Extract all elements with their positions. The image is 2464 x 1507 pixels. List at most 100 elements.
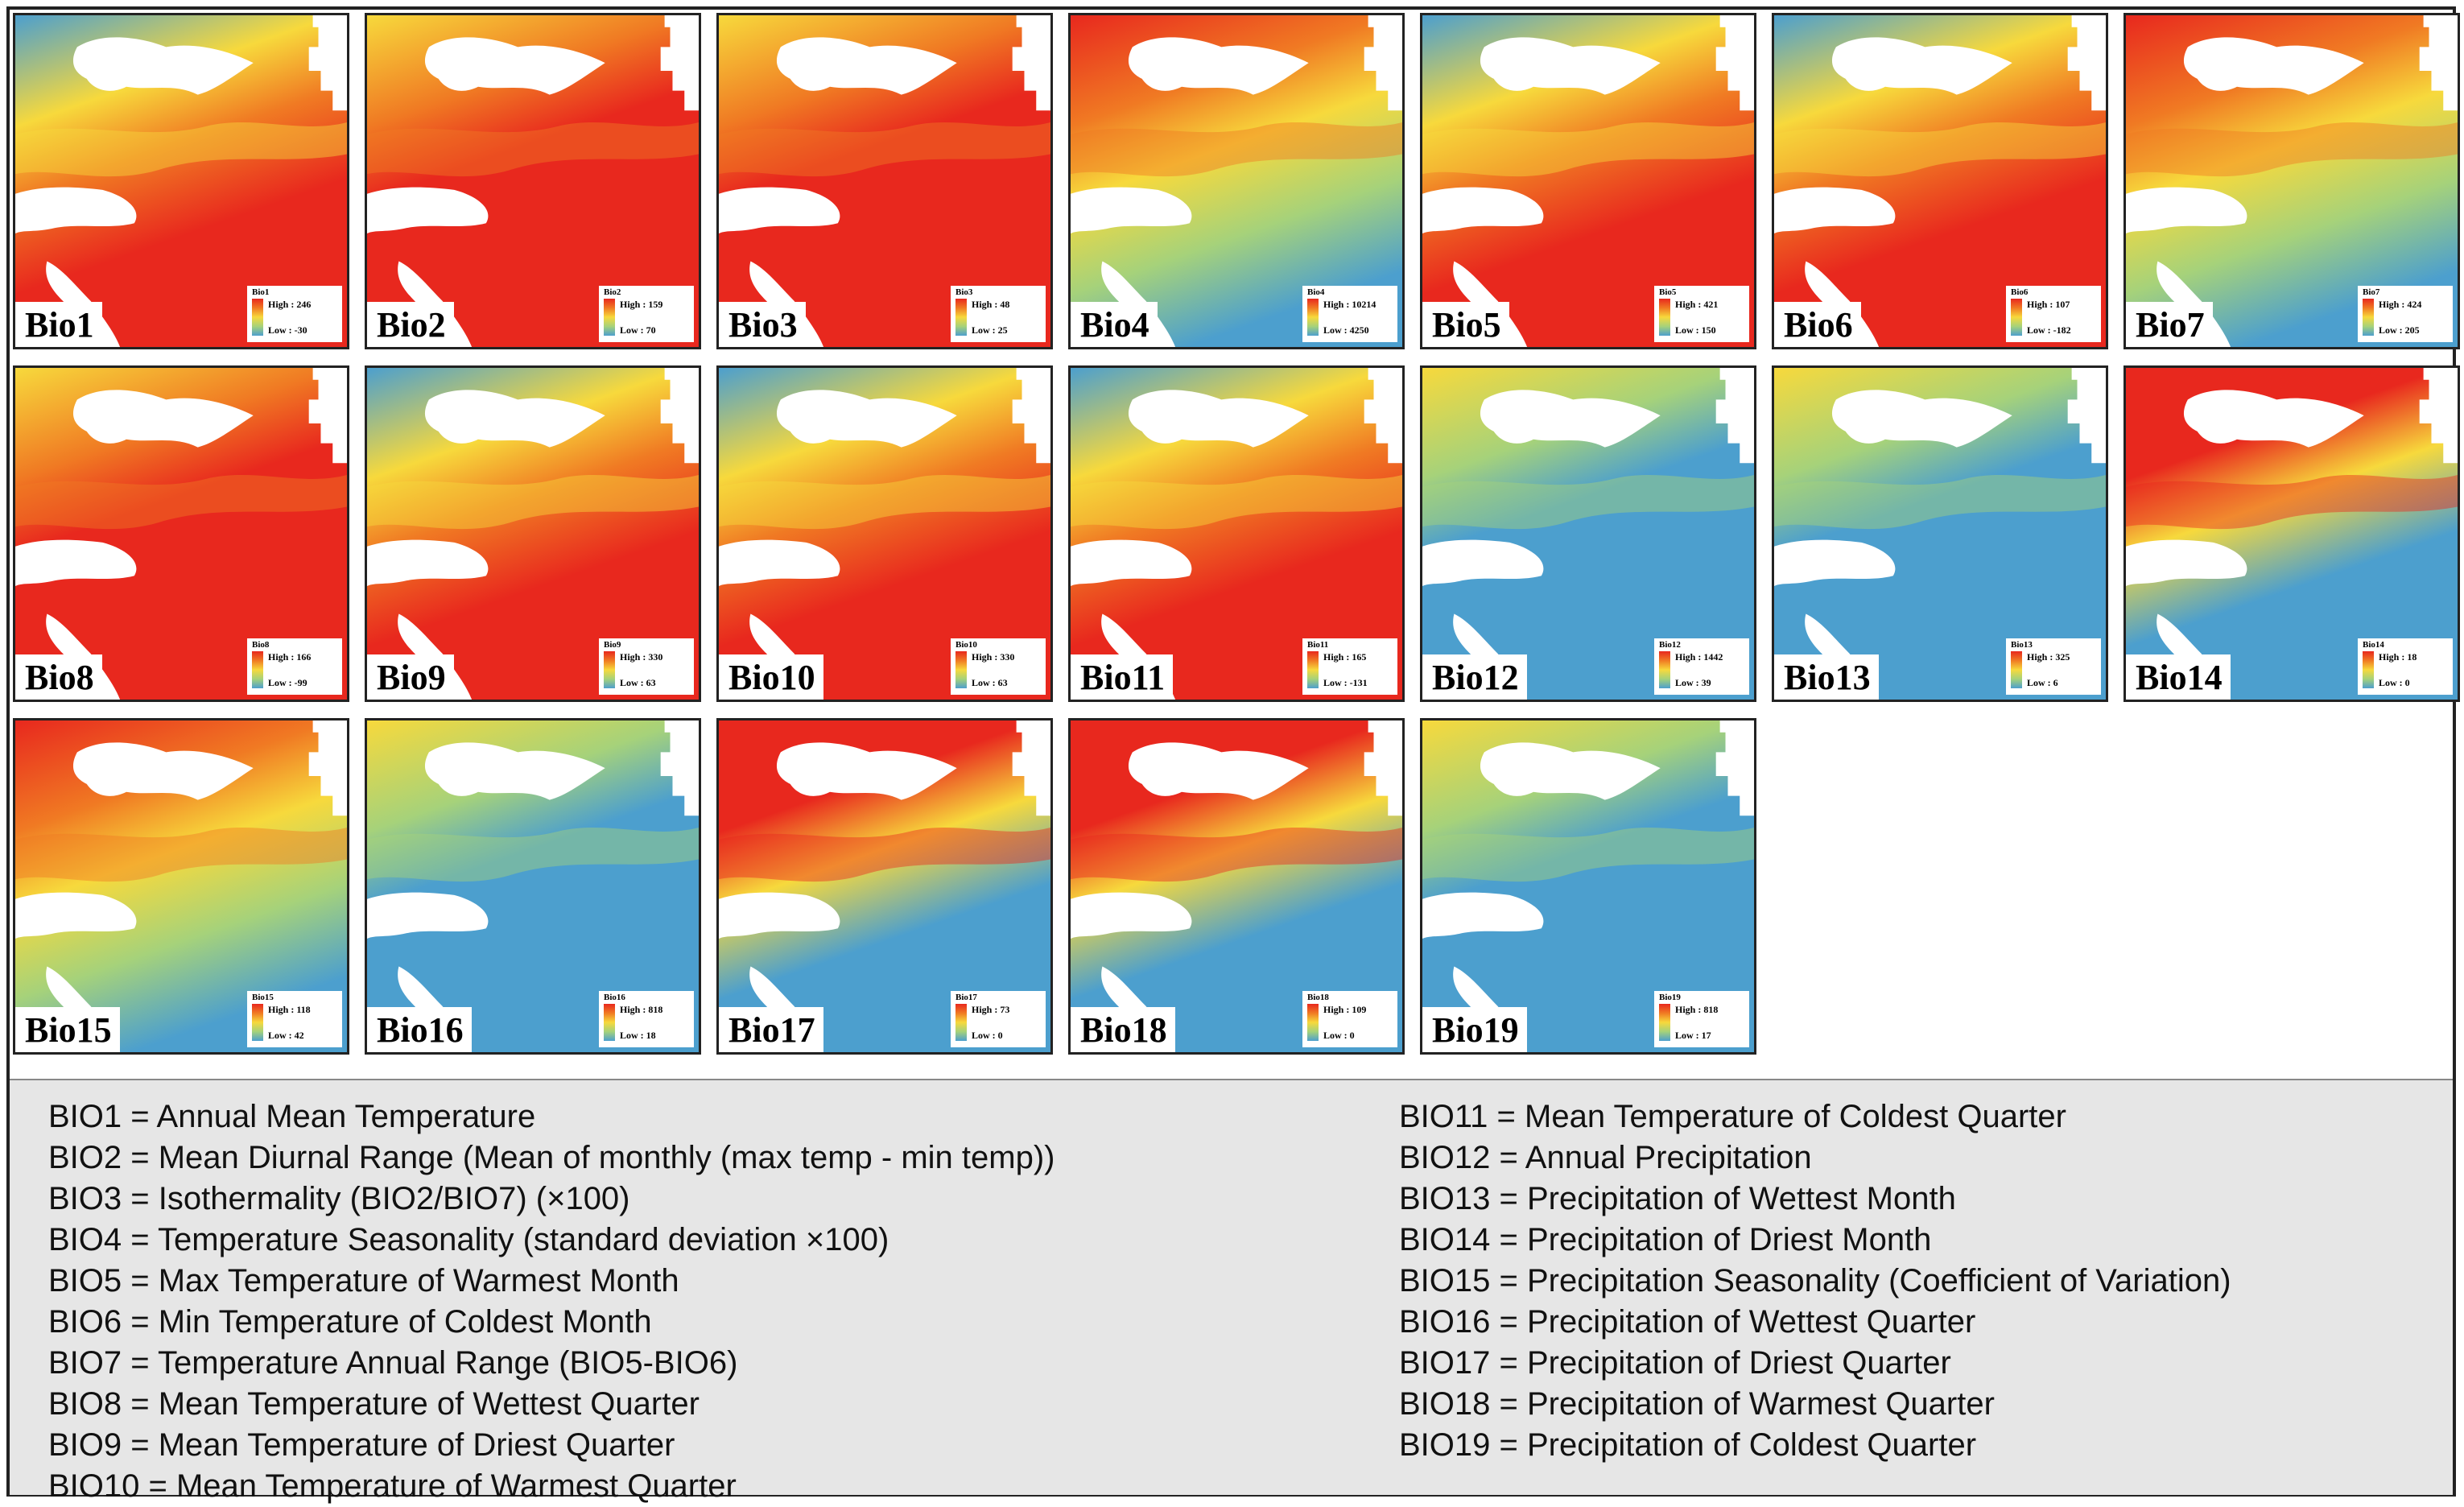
legend-high-value: High : 118 xyxy=(268,1004,311,1015)
mediterranean-mask xyxy=(1071,892,1192,939)
legend-title: Bio13 xyxy=(2011,640,2033,650)
legend-high-value: High : 818 xyxy=(1675,1004,1719,1015)
caption-line: BIO13 = Precipitation of Wettest Month xyxy=(1399,1181,1956,1216)
legend-low-value: Low : 0 xyxy=(2379,677,2410,688)
legend-low-value: Low : 205 xyxy=(2379,324,2420,336)
legend-low-value: Low : 6 xyxy=(2027,677,2058,688)
black-sea-mask xyxy=(776,37,957,95)
legend-high-value: High : 165 xyxy=(1323,651,1367,663)
legend-high-value: High : 109 xyxy=(1323,1004,1367,1015)
legend-title: Bio1 xyxy=(252,287,270,297)
caspian-mask xyxy=(308,368,347,464)
panel-label: Bio17 xyxy=(719,1007,823,1052)
panel-label: Bio16 xyxy=(367,1007,472,1052)
caption-column-right: BIO11 = Mean Temperature of Coldest Quar… xyxy=(1399,1096,2231,1466)
legend-title: Bio15 xyxy=(252,993,274,1002)
mediterranean-mask xyxy=(1422,187,1544,234)
legend-title: Bio6 xyxy=(2011,287,2029,297)
caption-line: BIO5 = Max Temperature of Warmest Month xyxy=(48,1263,679,1298)
legend-high-value: High : 424 xyxy=(2379,299,2422,310)
caption-line: BIO10 = Mean Temperature of Warmest Quar… xyxy=(48,1468,737,1504)
map-legend: Bio12 High : 1442 Low : 39 xyxy=(1654,638,1749,695)
black-sea-mask xyxy=(1831,37,2012,95)
map-legend: Bio6 High : 107 Low : -182 xyxy=(2006,286,2101,342)
black-sea-mask xyxy=(1831,390,2012,448)
legend-title: Bio17 xyxy=(955,993,977,1002)
legend-title: Bio2 xyxy=(604,287,621,297)
black-sea-mask xyxy=(1128,37,1309,95)
legend-color-ramp xyxy=(1659,1004,1670,1041)
legend-high-value: High : 73 xyxy=(972,1004,1010,1015)
legend-high-value: High : 159 xyxy=(620,299,663,310)
mediterranean-mask xyxy=(2126,539,2247,587)
mediterranean-mask xyxy=(1422,892,1544,939)
map-legend: Bio13 High : 325 Low : 6 xyxy=(2006,638,2101,695)
legend-high-value: High : 330 xyxy=(620,651,663,663)
mediterranean-mask xyxy=(15,187,137,234)
legend-color-ramp xyxy=(1659,299,1670,336)
legend-color-ramp xyxy=(1659,651,1670,688)
caspian-mask xyxy=(1012,15,1050,111)
mediterranean-mask xyxy=(15,892,137,939)
map-panel-bio18: Bio18 Bio18 High : 109 Low : 0 xyxy=(1068,718,1405,1055)
caspian-mask xyxy=(1715,15,1754,111)
panel-label: Bio12 xyxy=(1422,654,1527,700)
black-sea-mask xyxy=(1128,742,1309,800)
climate-raster-map xyxy=(15,368,347,700)
legend-low-value: Low : 63 xyxy=(620,677,656,688)
legend-color-ramp xyxy=(955,299,967,336)
map-legend: Bio18 High : 109 Low : 0 xyxy=(1302,991,1397,1047)
black-sea-mask xyxy=(2183,37,2364,95)
black-sea-mask xyxy=(1480,390,1661,448)
map-panel-bio16: Bio16 Bio16 High : 818 Low : 18 xyxy=(365,718,701,1055)
legend-color-ramp xyxy=(1307,299,1319,336)
caption-line: BIO15 = Precipitation Seasonality (Coeff… xyxy=(1399,1263,2231,1298)
map-panel-bio13: Bio13 Bio13 High : 325 Low : 6 xyxy=(1772,365,2108,702)
mediterranean-mask xyxy=(719,187,840,234)
legend-low-value: Low : -30 xyxy=(268,324,307,336)
legend-low-value: Low : -99 xyxy=(268,677,307,688)
map-panel-bio14: Bio14 Bio14 High : 18 Low : 0 xyxy=(2123,365,2460,702)
caption-line: BIO4 = Temperature Seasonality (standard… xyxy=(48,1222,889,1257)
legend-low-value: Low : 25 xyxy=(972,324,1008,336)
map-legend: Bio1 High : 246 Low : -30 xyxy=(247,286,342,342)
panel-label: Bio9 xyxy=(367,654,454,700)
legend-color-ramp xyxy=(604,1004,615,1041)
map-panel-bio10: Bio10 Bio10 High : 330 Low : 63 xyxy=(716,365,1053,702)
legend-color-ramp xyxy=(2363,651,2374,688)
map-panel-bio15: Bio15 Bio15 High : 118 Low : 42 xyxy=(13,718,349,1055)
map-legend: Bio15 High : 118 Low : 42 xyxy=(247,991,342,1047)
legend-title: Bio16 xyxy=(604,993,625,1002)
black-sea-mask xyxy=(72,390,254,448)
legend-high-value: High : 48 xyxy=(972,299,1010,310)
legend-high-value: High : 818 xyxy=(620,1004,663,1015)
legend-color-ramp xyxy=(604,651,615,688)
map-legend: Bio4 High : 10214 Low : 4250 xyxy=(1302,286,1397,342)
panel-label: Bio2 xyxy=(367,302,454,347)
caspian-mask xyxy=(1715,720,1754,816)
map-legend: Bio14 High : 18 Low : 0 xyxy=(2358,638,2453,695)
map-legend: Bio2 High : 159 Low : 70 xyxy=(599,286,694,342)
legend-color-ramp xyxy=(604,299,615,336)
map-legend: Bio5 High : 421 Low : 150 xyxy=(1654,286,1749,342)
mediterranean-mask xyxy=(1774,187,1896,234)
caspian-mask xyxy=(660,368,699,464)
mediterranean-mask xyxy=(719,539,840,587)
mediterranean-mask xyxy=(367,187,489,234)
legend-title: Bio3 xyxy=(955,287,973,297)
black-sea-mask xyxy=(1128,390,1309,448)
legend-high-value: High : 107 xyxy=(2027,299,2070,310)
panel-label: Bio13 xyxy=(1774,654,1879,700)
panel-label: Bio15 xyxy=(15,1007,120,1052)
black-sea-mask xyxy=(72,37,254,95)
legend-color-ramp xyxy=(252,651,263,688)
caspian-mask xyxy=(660,15,699,111)
caspian-mask xyxy=(660,720,699,816)
map-legend: Bio3 High : 48 Low : 25 xyxy=(951,286,1046,342)
black-sea-mask xyxy=(1480,37,1661,95)
caption-line: BIO18 = Precipitation of Warmest Quarter xyxy=(1399,1386,1995,1422)
panel-label: Bio8 xyxy=(15,654,102,700)
caption-line: BIO6 = Min Temperature of Coldest Month xyxy=(48,1304,652,1340)
legend-high-value: High : 421 xyxy=(1675,299,1719,310)
map-panel-bio3: Bio3 Bio3 High : 48 Low : 25 xyxy=(716,13,1053,349)
